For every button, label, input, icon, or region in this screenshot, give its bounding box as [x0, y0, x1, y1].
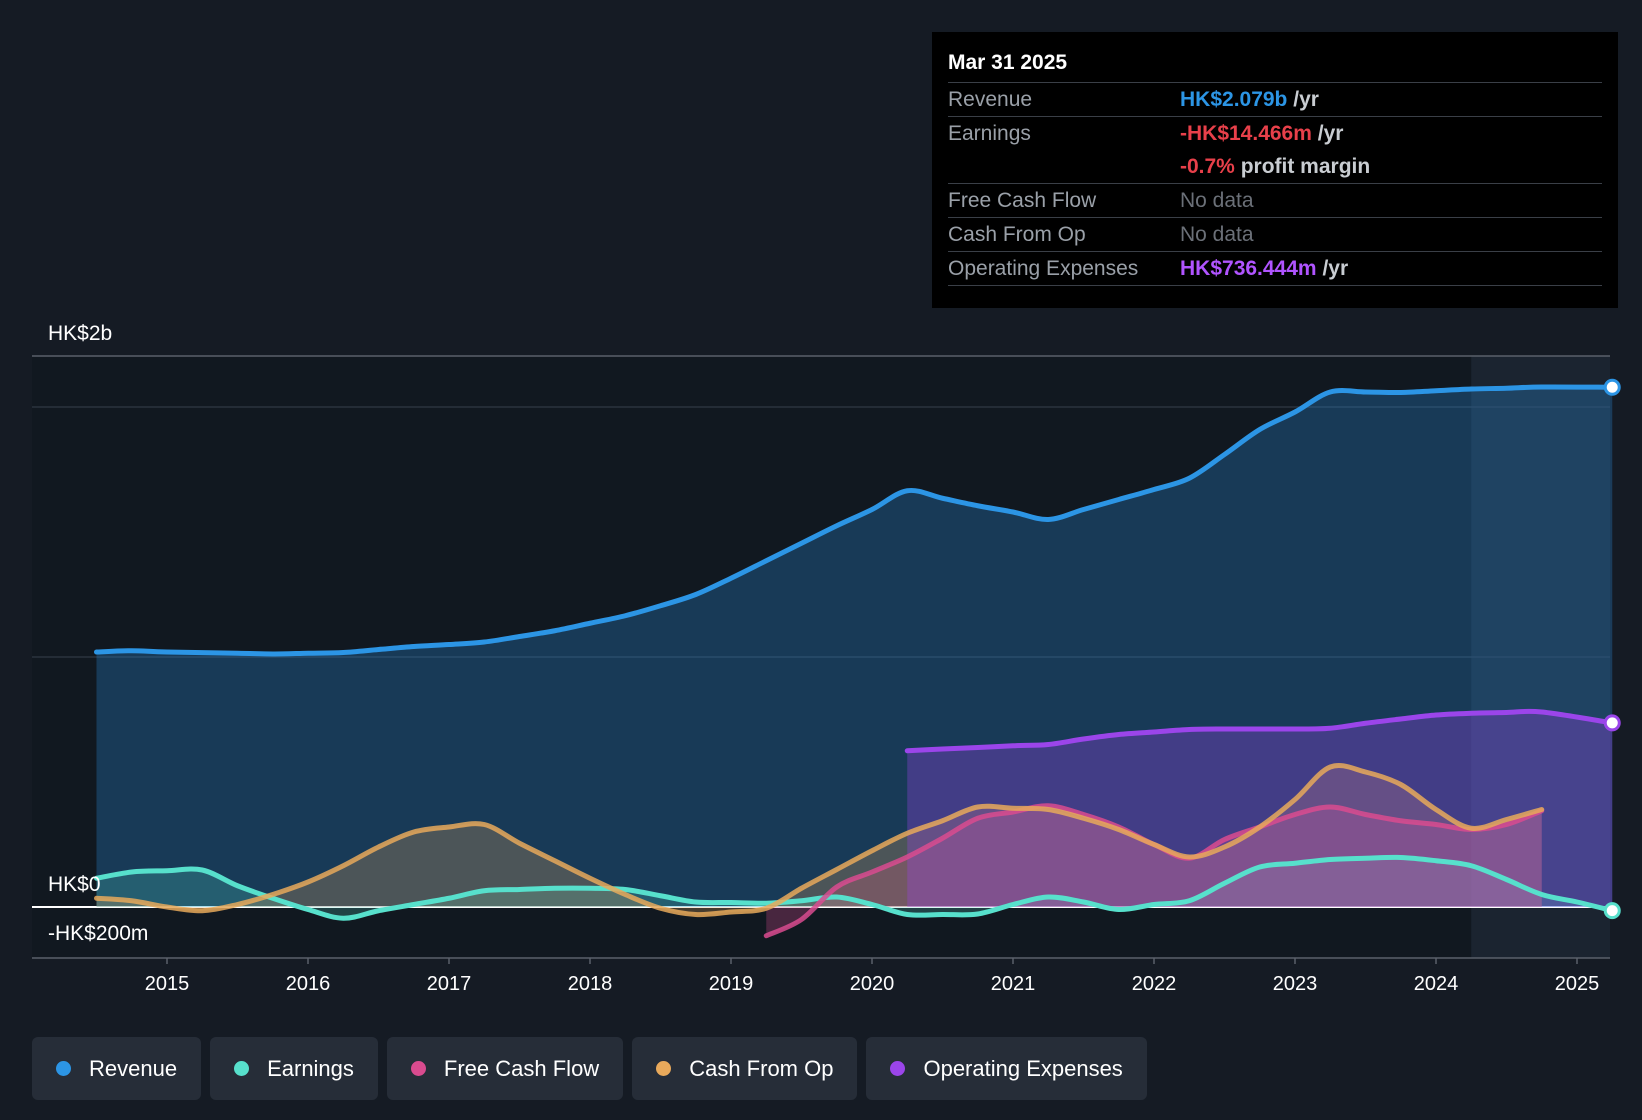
legend-label: Earnings	[267, 1055, 354, 1081]
legend-label: Free Cash Flow	[443, 1055, 600, 1081]
tooltip-value-margin: -0.7%	[1180, 155, 1235, 178]
endpoint-earnings	[1603, 902, 1621, 920]
x-tick-2017: 2017	[427, 973, 472, 995]
y-label-bottom: -HK$200m	[48, 922, 148, 945]
tooltip-margin-text: profit margin	[1240, 155, 1371, 178]
x-tick-2016: 2016	[286, 973, 331, 995]
x-tick-2021: 2021	[991, 973, 1036, 995]
tooltip-row-revenue: Revenue HK$2.079b /yr	[948, 83, 1602, 117]
area-fcf	[766, 805, 1542, 936]
tooltip-row-earnings: Earnings -HK$14.466m /yr	[948, 117, 1602, 150]
legend-dot-icon	[890, 1061, 906, 1076]
x-axis: 2015 2016 2017 2018 2019 2020 2021 2022 2023 2024…	[145, 958, 1600, 995]
tooltip-row-fcf: Free Cash Flow No data	[948, 184, 1602, 218]
tooltip-row-opex: Operating Expenses HK$736.444m /yr	[948, 252, 1602, 286]
legend-item-earnings[interactable]: Earnings	[210, 1037, 378, 1100]
tooltip-label: Revenue	[948, 88, 1033, 111]
tooltip-unit: /yr	[1317, 122, 1344, 145]
legend-item-cash-from-op[interactable]: Cash From Op	[632, 1037, 858, 1100]
area-revenue	[96, 386, 1613, 908]
tooltip-value-fcf: No data	[1180, 189, 1254, 212]
x-tick-2022: 2022	[1132, 973, 1177, 995]
legend-item-free-cash-flow[interactable]: Free Cash Flow	[386, 1037, 624, 1100]
legend: Revenue Earnings Free Cash Flow Cash Fro…	[32, 1037, 1156, 1100]
tooltip-value-earnings: -HK$14.466m	[1180, 122, 1312, 145]
tooltip-value-opex: HK$736.444m	[1180, 257, 1317, 280]
tooltip-unit: /yr	[1322, 257, 1349, 280]
x-tick-2025: 2025	[1555, 973, 1600, 995]
endpoint-opex	[1603, 714, 1621, 732]
tooltip-date: Mar 31 2025	[948, 44, 1602, 83]
legend-dot-icon	[410, 1061, 426, 1076]
legend-label: Cash From Op	[689, 1055, 834, 1081]
tooltip-value-revenue: HK$2.079b	[1180, 88, 1288, 111]
x-tick-2024: 2024	[1414, 973, 1459, 995]
endpoint-markers	[1603, 378, 1621, 920]
y-label-top: HK$2b	[48, 322, 112, 345]
legend-item-revenue[interactable]: Revenue	[32, 1037, 202, 1100]
line-earnings	[94, 854, 1615, 921]
legend-label: Operating Expenses	[923, 1055, 1123, 1081]
series-lines	[94, 384, 1615, 939]
area-cfo	[96, 765, 1542, 915]
line-opex	[904, 708, 1615, 754]
y-label-zero: HK$0	[48, 873, 101, 896]
area-opex	[907, 711, 1613, 907]
endpoint-revenue	[1603, 378, 1621, 396]
x-tick-2018: 2018	[568, 973, 613, 995]
tooltip-row-margin: -0.7% profit margin	[948, 150, 1602, 184]
series-areas	[96, 386, 1613, 936]
x-tick-2019: 2019	[709, 973, 754, 995]
legend-label: Revenue	[89, 1055, 178, 1081]
data-tooltip: Mar 31 2025 Revenue HK$2.079b /yr Earnin…	[932, 32, 1618, 308]
line-revenue	[94, 384, 1615, 657]
legend-item-operating-expenses[interactable]: Operating Expenses	[866, 1037, 1147, 1100]
x-tick-2023: 2023	[1273, 973, 1318, 995]
legend-dot-icon	[656, 1061, 672, 1076]
legend-dot-icon	[234, 1061, 250, 1076]
tooltip-label: Operating Expenses	[948, 257, 1139, 280]
tooltip-unit: /yr	[1293, 88, 1319, 111]
tooltip-label: Free Cash Flow	[948, 189, 1097, 212]
tooltip-label: Earnings	[948, 122, 1031, 145]
tooltip-label: Cash From Op	[948, 223, 1086, 246]
x-tick-2015: 2015	[145, 973, 190, 995]
x-tick-2020: 2020	[850, 973, 895, 995]
area-earnings	[96, 857, 1613, 919]
tooltip-row-cfo: Cash From Op No data	[948, 218, 1602, 252]
legend-dot-icon	[56, 1061, 71, 1076]
tooltip-value-cfo: No data	[1180, 223, 1254, 246]
line-cfo	[94, 762, 1545, 918]
